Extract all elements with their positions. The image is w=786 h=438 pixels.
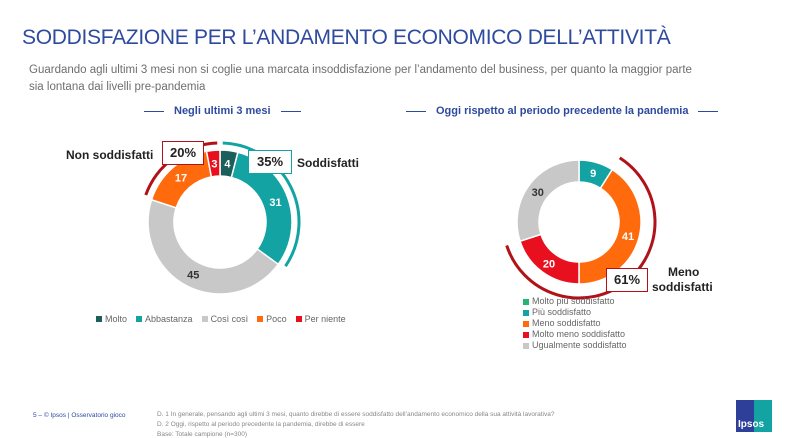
- slice-label: 17: [175, 173, 187, 185]
- slice-label: 3: [211, 158, 217, 170]
- soddisfatti-label-2: soddisfatti: [652, 280, 713, 294]
- donut-slice: [205, 149, 221, 178]
- footer-note: Base: Totale campione (n=300): [157, 431, 248, 438]
- legend-swatch: [522, 341, 530, 350]
- project-name: Osservatorio gioco: [71, 412, 126, 419]
- legend-item: Ugualmente soddisfatto: [522, 340, 627, 351]
- slice-label: 41: [622, 231, 634, 243]
- legend-item: Per niente: [294, 314, 346, 324]
- ipsos-logo: Ipsos: [736, 400, 772, 432]
- right-chart-title-text: Oggi rispetto al periodo precedente la p…: [436, 105, 689, 117]
- slice-label: 31: [269, 197, 281, 209]
- meno-label: Meno: [668, 265, 700, 279]
- copyright: © Ipsos: [43, 412, 66, 419]
- legend-swatch: [294, 315, 303, 323]
- meno-soddisfatti-callout: 61%: [606, 268, 648, 292]
- donut-slice: [516, 159, 580, 243]
- footer-note: D. 1 In generale, pensando agli ultimi 3…: [157, 411, 555, 418]
- donut-slice: [578, 168, 642, 285]
- legend-label: Molto: [105, 314, 128, 324]
- legend-swatch: [256, 315, 265, 323]
- legend-item: Abbastanza: [135, 314, 193, 324]
- legend-label: Per niente: [304, 314, 346, 324]
- legend-label: Così così: [210, 314, 249, 324]
- title-rule: [144, 110, 164, 112]
- page-subtitle: Guardando agli ultimi 3 mesi non si cogl…: [29, 64, 692, 93]
- left-chart-title-text: Negli ultimi 3 mesi: [174, 105, 271, 117]
- right-chart-title: Oggi rispetto al periodo precedente la p…: [396, 105, 728, 117]
- legend-swatch: [522, 308, 530, 317]
- legend-item: Molto meno soddisfatto: [522, 329, 627, 340]
- slice-label: 4: [224, 158, 231, 170]
- footer-separator: |: [67, 412, 70, 419]
- legend-item: Poco: [256, 314, 287, 324]
- legend-swatch: [95, 315, 103, 323]
- legend-label: Molto meno soddisfatto: [532, 329, 626, 339]
- soddisfatti-arc: [222, 141, 301, 268]
- legend-item: Meno soddisfatto: [522, 318, 627, 329]
- legend-item: Più soddisfatto: [522, 307, 627, 318]
- legend-item: Molto più soddisfatto: [522, 296, 627, 307]
- footer-notes: D. 1 In generale, pensando agli ultimi 3…: [157, 410, 554, 438]
- title-rule: [406, 110, 426, 112]
- footer-note: D. 2 Oggi, rispetto al periodo precedent…: [157, 421, 365, 428]
- legend-swatch: [135, 315, 144, 323]
- legend-label: Abbastanza: [145, 314, 193, 324]
- soddisfatti-label: Soddisfatti: [297, 156, 359, 170]
- legend-label: Meno soddisfatto: [532, 318, 601, 328]
- right-donut: 9 41 20 30: [505, 156, 657, 300]
- slice-label: 45: [187, 270, 199, 282]
- title-rule: [698, 110, 719, 112]
- non-soddisfatti-label: Non soddisfatti: [66, 148, 154, 162]
- soddisfatti-callout: 35%: [248, 150, 292, 174]
- left-chart-title: Negli ultimi 3 mesi: [134, 105, 311, 117]
- slice-label: 30: [532, 187, 544, 199]
- right-legend: Molto più soddisfatto Più soddisfatto Me…: [522, 296, 627, 351]
- legend-item: Così così: [200, 314, 249, 324]
- title-rule: [280, 110, 301, 112]
- donut-slice: [147, 198, 280, 295]
- legend-swatch: [522, 319, 530, 328]
- non-soddisfatti-callout: 20%: [162, 141, 204, 165]
- logo-text: Ipsos: [738, 419, 765, 430]
- page-title: SODDISFAZIONE PER L’ANDAMENTO ECONOMICO …: [22, 26, 671, 49]
- legend-label: Poco: [266, 314, 287, 324]
- legend-label: Molto più soddisfatto: [532, 296, 615, 306]
- legend-label: Più soddisfatto: [532, 307, 592, 317]
- footer-source: 5 – © Ipsos | Osservatorio gioco: [33, 412, 126, 419]
- slice-label: 20: [543, 258, 555, 270]
- legend-swatch: [522, 330, 530, 339]
- legend-swatch: [200, 315, 209, 323]
- legend-label: Ugualmente soddisfatto: [532, 340, 627, 350]
- left-legend: Molto Abbastanza Così così Poco Per nien…: [95, 314, 354, 324]
- slice-label: 9: [590, 168, 596, 180]
- legend-item: Molto: [95, 314, 127, 324]
- legend-swatch: [522, 297, 530, 306]
- page-number: 5 –: [33, 412, 43, 419]
